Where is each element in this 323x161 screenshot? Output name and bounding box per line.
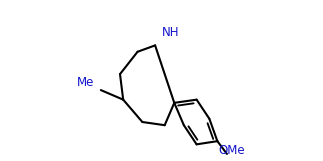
Text: OMe: OMe [218,144,245,157]
Text: NH: NH [162,26,179,39]
Text: Me: Me [77,76,94,89]
